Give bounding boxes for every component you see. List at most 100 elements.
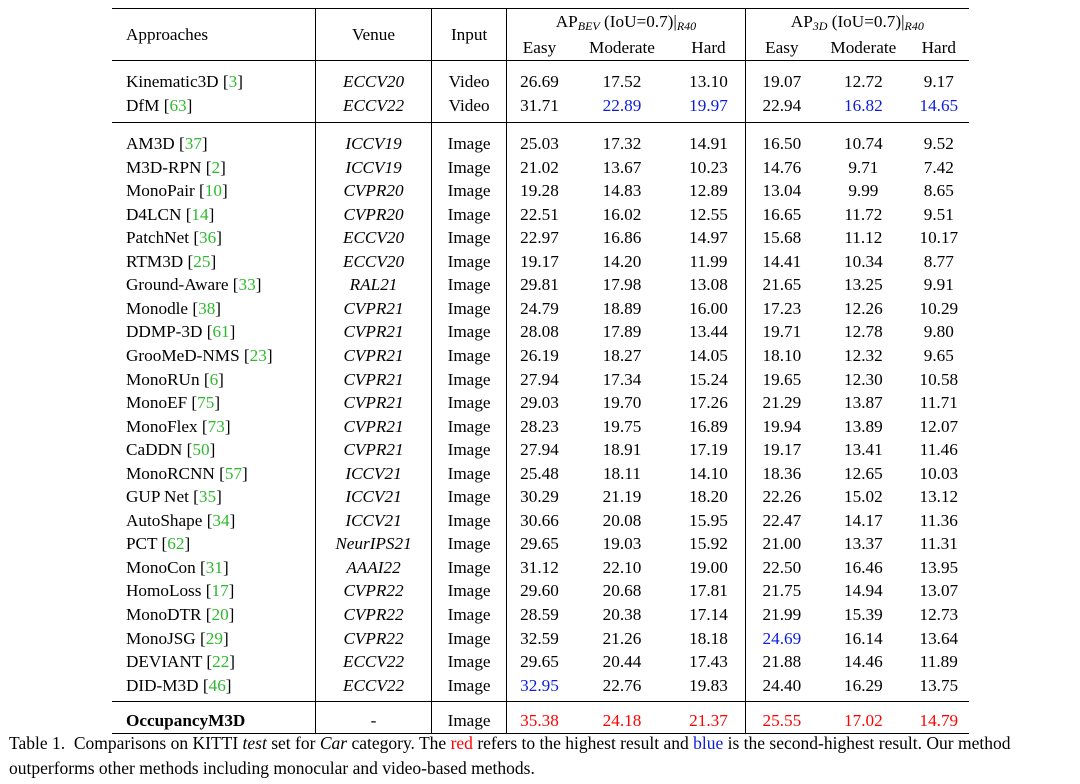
venue-cell: RAL21: [315, 273, 432, 297]
input-cell: Image: [431, 320, 508, 345]
citation-link[interactable]: 73: [207, 416, 225, 436]
value-3d-moderate: 12.30: [844, 369, 883, 389]
value-bev-hard: 14.91: [672, 122, 746, 156]
value-bev-easy: 30.66: [520, 510, 559, 530]
table-row: GUP Net [35] ICCV21 Image 30.29 21.19 18.20 22…: [112, 485, 969, 509]
value-bev-hard: 12.55: [672, 202, 746, 227]
input-cell: Image: [431, 344, 508, 368]
venue-cell: ECCV20: [315, 60, 432, 94]
value-bev-hard: 15.24: [672, 367, 746, 392]
citation-link[interactable]: 57: [224, 463, 243, 483]
value-3d-hard: 12.07: [919, 416, 959, 436]
citation-link[interactable]: 38: [198, 298, 216, 318]
citation-link[interactable]: 25: [193, 251, 211, 271]
citation-link[interactable]: 50: [192, 440, 210, 460]
citation-link[interactable]: 22: [212, 652, 230, 672]
approach-cell: MonoCon [31]: [126, 557, 229, 577]
table-row: DEVIANT [22] ECCV22 Image 29.65 20.44 17.43 21…: [112, 650, 969, 674]
approach-name: RTM3D: [126, 251, 184, 271]
citation-link[interactable]: 31: [205, 557, 223, 577]
value-bev-hard: 17.43: [672, 650, 746, 674]
venue-cell: CVPR20: [315, 179, 432, 203]
separator-cell: [818, 117, 909, 124]
citation-link[interactable]: 34: [212, 510, 230, 530]
value-3d-easy: 21.00: [762, 534, 802, 554]
value-3d-easy: 22.26: [762, 487, 802, 507]
value-3d-easy: 18.10: [762, 346, 802, 366]
results-table: Approaches Venue Input APBEV (IoU=0.7)|R…: [112, 8, 969, 734]
citation-link[interactable]: 29: [205, 628, 223, 648]
citation-link[interactable]: 61: [212, 322, 230, 342]
value-3d-easy: 22.94: [762, 95, 802, 115]
value-bev-easy: 19.17: [520, 251, 559, 271]
citation-link[interactable]: 37: [184, 134, 202, 154]
approach-cell: HomoLoss [17]: [126, 581, 235, 601]
citation-link[interactable]: 3: [228, 72, 238, 91]
table-row: MonoDTR [20] CVPR22 Image 28.59 20.38 17.14 21…: [112, 603, 969, 627]
citation-link[interactable]: 23: [249, 346, 267, 366]
value-bev-moderate: 21.19: [602, 487, 642, 507]
value-bev-moderate: 22.76: [602, 675, 642, 695]
citation-link[interactable]: 20: [211, 605, 229, 625]
venue-cell: ICCV21: [315, 485, 432, 509]
value-bev-moderate: 21.26: [602, 628, 642, 648]
venue-cell: CVPR21: [315, 414, 432, 439]
input-cell: Image: [431, 155, 508, 180]
value-bev-hard: 19.00: [672, 555, 746, 580]
approach-cell: Monodle [38]: [126, 298, 222, 318]
value-3d-easy: 21.99: [762, 605, 802, 625]
value-bev-hard: 15.95: [672, 508, 746, 533]
value-bev-moderate: 24.18: [571, 701, 673, 734]
separator-cell: [672, 117, 746, 124]
citation-link[interactable]: 46: [208, 675, 226, 695]
venue-cell: CVPR21: [315, 296, 432, 321]
approach-name: MonoRUn: [126, 369, 200, 389]
approach-cell: DDMP-3D [61]: [126, 322, 236, 342]
approach-cell: AutoShape [34]: [126, 510, 236, 530]
value-3d-easy: 19.17: [762, 440, 802, 460]
table-row: RTM3D [25] ECCV20 Image 19.17 14.20 11.99 14.4…: [112, 249, 969, 274]
citation-link[interactable]: 35: [198, 487, 217, 507]
citation-link[interactable]: 10: [204, 181, 222, 201]
approach-name: GUP Net: [126, 487, 189, 507]
value-bev-hard: 13.44: [672, 320, 746, 345]
value-3d-moderate: 15.02: [844, 487, 883, 507]
ap-3d-prefix: AP: [790, 11, 813, 31]
approach-cell: MonoPair [10]: [126, 181, 228, 201]
approach-name: D4LCN: [126, 204, 182, 224]
value-bev-easy: 25.03: [520, 134, 559, 154]
value-3d-moderate: 14.17: [844, 510, 883, 530]
value-3d-moderate: 12.32: [844, 346, 883, 366]
citation-link[interactable]: 2: [211, 157, 221, 177]
citation-link[interactable]: 62: [167, 534, 185, 554]
caption-text-5: is the second-highest result. Our method…: [9, 733, 1011, 778]
input-cell: Image: [431, 532, 508, 556]
citation-link[interactable]: 33: [238, 275, 256, 295]
citation-link[interactable]: 17: [211, 581, 229, 601]
venue-cell: ICCV21: [315, 508, 432, 533]
value-bev-moderate: 22.89: [602, 95, 642, 115]
citation-link[interactable]: 6: [209, 369, 219, 389]
citation-link[interactable]: 14: [191, 204, 209, 224]
header-3d-hard: Hard: [908, 36, 969, 61]
value-3d-easy: 14.76: [762, 157, 802, 177]
input-cell: Image: [431, 673, 508, 702]
value-3d-hard: 11.46: [919, 440, 958, 460]
citation-link[interactable]: 75: [197, 393, 215, 413]
citation-link[interactable]: 63: [169, 95, 187, 115]
approach-name: OccupancyM3D: [126, 711, 246, 731]
value-3d-easy: 22.50: [762, 557, 802, 577]
value-bev-easy: 19.28: [520, 181, 559, 201]
citation-link[interactable]: 36: [199, 228, 217, 248]
venue-cell: CVPR22: [315, 626, 432, 651]
value-bev-moderate: 17.34: [602, 369, 642, 389]
value-3d-moderate: 9.99: [848, 181, 879, 201]
value-3d-hard: 11.71: [919, 393, 958, 413]
input-cell: Image: [431, 461, 508, 486]
venue-cell: NeurIPS21: [315, 532, 432, 556]
value-3d-hard: 14.65: [919, 95, 959, 115]
value-3d-hard: 12.73: [919, 605, 959, 625]
approach-cell: MonoDTR [20]: [126, 605, 235, 625]
approach-name: MonoFlex: [126, 416, 198, 436]
value-bev-hard: 14.97: [672, 226, 746, 250]
